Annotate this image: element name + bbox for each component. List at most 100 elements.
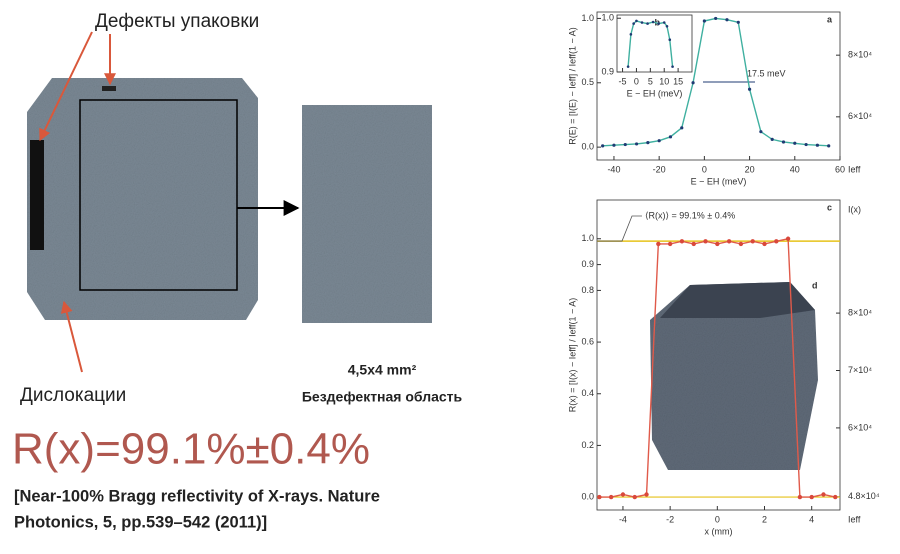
y-tick-label: 0.0 <box>581 142 594 152</box>
data-point <box>665 24 669 28</box>
y-tick-label: 0.9 <box>581 259 594 269</box>
data-point <box>804 142 808 147</box>
x-tick-label: -4 <box>619 514 627 524</box>
data-point <box>657 22 660 25</box>
x-axis-label: E − EH (meV) <box>691 176 747 186</box>
panel-label: a <box>827 14 833 24</box>
data-point <box>793 141 797 145</box>
data-point <box>597 494 602 500</box>
y-axis-label: R(x) = [I(x) − Ieff] / Ieff(1 − A) <box>567 298 577 412</box>
x-tick-label: 0 <box>634 76 639 86</box>
data-point <box>668 38 672 42</box>
x-tick-label: -5 <box>619 76 627 86</box>
data-point <box>601 144 605 148</box>
x-tick-label: 40 <box>790 164 800 174</box>
data-point <box>691 81 695 85</box>
label: 4,5x4 mm² <box>348 362 417 378</box>
data-point <box>785 236 791 241</box>
y2-tick-label: 4.8×10⁴ <box>848 491 880 501</box>
data-point <box>635 19 638 23</box>
data-point <box>738 241 744 247</box>
data-point <box>671 65 674 68</box>
data-point <box>646 22 649 25</box>
data-point <box>750 239 755 244</box>
defect-free-image <box>302 105 432 323</box>
y2-label: I(x) <box>848 204 861 214</box>
data-point <box>668 135 673 139</box>
data-point <box>703 239 708 244</box>
data-point <box>821 492 826 497</box>
y2-tick-label: 8×10⁴ <box>848 307 872 317</box>
formula: R(x)=99.1%±0.4% <box>12 425 370 474</box>
x-tick-label: 2 <box>762 514 767 524</box>
y-tick-label: 1.0 <box>581 233 594 243</box>
data-point <box>815 143 819 147</box>
data-point <box>640 21 644 24</box>
y-axis-label: R(E) = [I(E) − Ieff] / Ieff(1 − A) <box>567 27 577 144</box>
data-point <box>608 494 614 500</box>
data-point <box>657 139 661 143</box>
x-tick-label: -2 <box>666 514 674 524</box>
y-tick-label: 0.5 <box>581 77 594 87</box>
leader <box>597 215 642 242</box>
data-point <box>726 239 732 244</box>
x-axis-label: E − EH (meV) <box>627 88 683 98</box>
x-tick-label: 60 <box>835 164 845 174</box>
data-point <box>629 33 633 36</box>
data-point <box>715 241 720 247</box>
data-point <box>646 141 650 145</box>
y2-tick-label: 6×10⁴ <box>848 422 872 432</box>
x-tick-label: 15 <box>673 76 683 86</box>
data-point <box>691 241 696 247</box>
data-point <box>747 87 752 91</box>
y-tick-label: 1.0 <box>581 13 594 23</box>
y-tick-label: 0.8 <box>581 285 594 295</box>
inset-label: d <box>812 280 818 290</box>
y-tick-label: 1.0 <box>601 13 614 23</box>
data-point <box>770 137 774 142</box>
pointer-arrow <box>39 31 93 142</box>
pointer-arrow <box>60 300 83 373</box>
data-point <box>656 241 661 247</box>
x-tick-label: 0 <box>702 164 707 174</box>
y2-tick-label: 6×10⁴ <box>848 111 872 121</box>
data-point <box>680 126 684 130</box>
data-point <box>667 241 673 247</box>
data-point <box>620 492 626 497</box>
y2-tick-label: 8×10⁴ <box>848 50 872 60</box>
data-point <box>632 494 637 500</box>
data-point <box>632 22 635 25</box>
data-point <box>797 494 803 500</box>
data-point <box>634 142 639 146</box>
plot-frame <box>596 11 841 161</box>
y-tick-label: 0.6 <box>581 336 594 346</box>
data-point <box>679 239 685 244</box>
y-tick-label: 0.0 <box>581 491 594 501</box>
data-point <box>623 142 627 147</box>
selection-box <box>79 99 238 291</box>
y2-tick-label: 7×10⁴ <box>848 365 872 375</box>
y-tick-label: 0.9 <box>601 66 614 76</box>
data-point <box>651 20 655 24</box>
panel-label: b <box>655 17 661 27</box>
x-tick-label: 10 <box>659 76 669 86</box>
data-point <box>736 20 740 24</box>
x-tick-label: -40 <box>607 164 620 174</box>
label: Дислокации <box>20 385 126 406</box>
data-point <box>759 130 763 134</box>
y-tick-label: 0.2 <box>581 440 594 450</box>
x-tick-label: 5 <box>648 76 653 86</box>
label: Бездефектная область <box>302 389 463 405</box>
crystal-facet <box>660 282 815 318</box>
data-point <box>827 144 831 148</box>
y2-label: Ieff <box>848 514 861 524</box>
citation: [Near-100% Bragg reflectivity of X-rays.… <box>14 487 380 505</box>
data-point <box>781 140 786 144</box>
panel-label: c <box>827 202 832 212</box>
x-tick-label: -20 <box>653 164 666 174</box>
citation: Photonics, 5, pp.539–542 (2011)] <box>14 513 267 531</box>
y-tick-label: 0.4 <box>581 388 594 398</box>
annotation: 17.5 meV <box>747 68 786 78</box>
x-tick-label: 20 <box>745 164 755 174</box>
